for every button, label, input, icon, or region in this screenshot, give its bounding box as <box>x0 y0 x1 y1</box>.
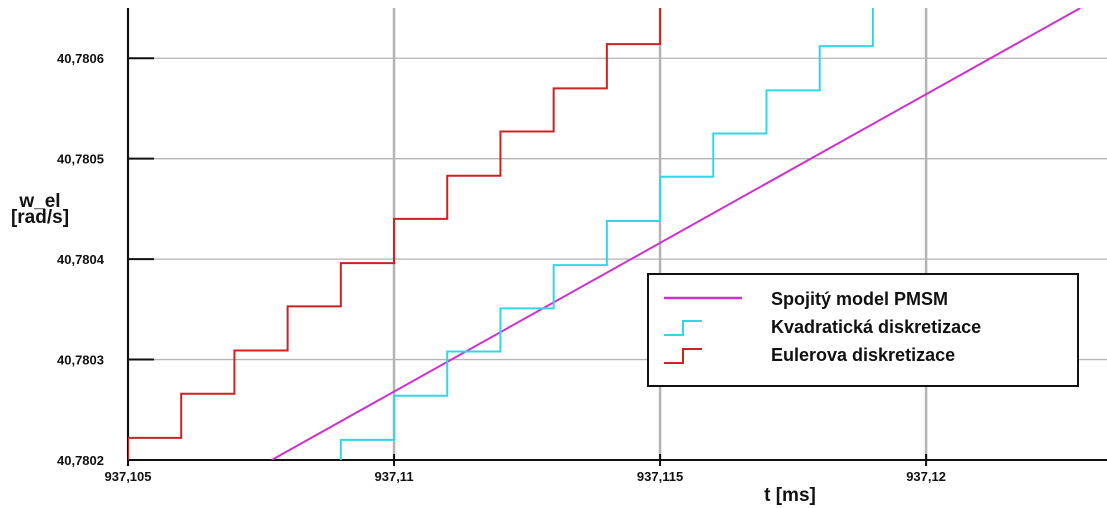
y-tick-label: 40,7806 <box>57 51 104 66</box>
legend-swatch-2 <box>664 348 702 364</box>
legend-box <box>647 273 1079 387</box>
y-axis-label-line2: [rad/s] <box>11 207 69 228</box>
y-tick-label: 40,7805 <box>57 152 104 167</box>
y-axis-ticks: 40,7802 40,7803 40,7804 40,7805 40,7806 <box>57 51 154 468</box>
axes <box>127 8 1107 461</box>
series-steps-2 <box>128 8 662 460</box>
legend-swatch-1 <box>664 320 702 336</box>
x-axis-ticks: 937,105 937,11 937,115 937,12 <box>105 454 946 484</box>
x-tick-label: 937,12 <box>906 469 946 484</box>
series-steps-1 <box>339 8 874 460</box>
y-tick-label: 40,7802 <box>57 453 104 468</box>
series-line-0 <box>271 8 1081 460</box>
x-tick-label: 937,115 <box>637 469 683 484</box>
plot-area <box>128 8 1081 460</box>
y-tick-label: 40,7803 <box>57 353 104 368</box>
legend-label-2: Eulerova diskretizace <box>771 345 955 365</box>
legend-label-1: Kvadratická diskretizace <box>771 317 981 337</box>
x-axis-label: t [ms] <box>764 485 816 506</box>
x-tick-label: 937,11 <box>375 469 414 484</box>
legend-label-0: Spojitý model PMSM <box>771 289 948 309</box>
x-tick-label: 937,105 <box>105 469 152 484</box>
legend: Spojitý model PMSM Kvadratická diskretiza… <box>647 273 1079 387</box>
series-group <box>128 8 1081 460</box>
y-axis-label-line1: w_el <box>18 191 60 212</box>
y-tick-label: 40,7804 <box>57 252 105 267</box>
